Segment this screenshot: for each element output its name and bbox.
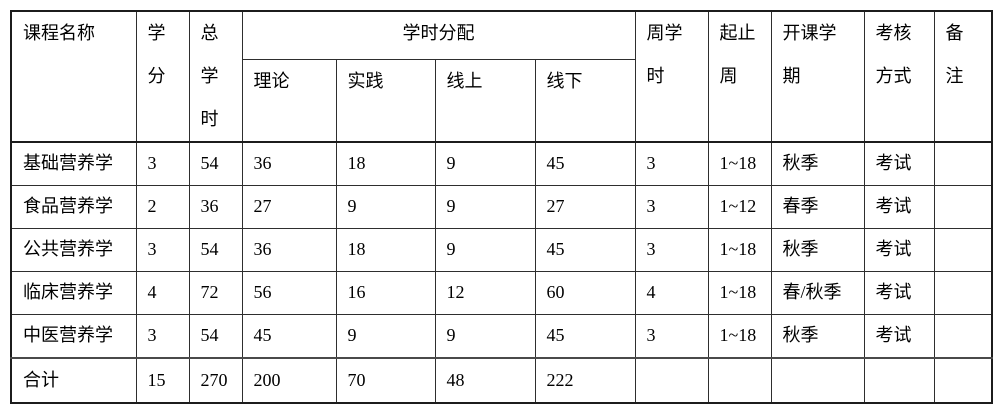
cell-course-name: 食品营养学 — [10, 185, 137, 229]
cell-online: 9 — [434, 141, 536, 186]
table-body: 基础营养学 3 54 36 18 9 45 3 1~18 秋季 考试 食品营养学… — [10, 141, 993, 404]
col-header-hours-allocation: 学时分配 — [241, 10, 636, 60]
cell-assessment: 考试 — [863, 185, 935, 229]
cell-assessment: 考试 — [863, 314, 935, 359]
cell-remarks — [933, 314, 993, 359]
cell-semester — [770, 357, 865, 404]
table-row: 食品营养学 2 36 27 9 9 27 3 1~12 春季 考试 — [10, 185, 993, 229]
cell-remarks — [933, 357, 993, 404]
cell-offline: 222 — [534, 357, 636, 404]
cell-online: 9 — [434, 314, 536, 359]
cell-weekly-hours: 3 — [634, 228, 709, 272]
cell-assessment: 考试 — [863, 141, 935, 186]
col-header-credits: 学 分 — [135, 10, 190, 143]
cell-total-hours: 54 — [188, 141, 243, 186]
table-row-total: 合计 15 270 200 70 48 222 — [10, 357, 993, 404]
cell-assessment: 考试 — [863, 271, 935, 315]
cell-start-end-weeks: 1~18 — [707, 271, 772, 315]
header-row-sub: 理论 实践 线上 线下 — [11, 58, 992, 143]
cell-offline: 27 — [534, 185, 636, 229]
cell-weekly-hours: 3 — [634, 141, 709, 186]
cell-start-end-weeks: 1~18 — [707, 314, 772, 359]
cell-total-label: 合计 — [10, 357, 137, 404]
cell-weekly-hours — [634, 357, 709, 404]
cell-total-hours: 54 — [188, 314, 243, 359]
col-header-practice: 实践 — [335, 58, 436, 143]
cell-credits: 4 — [135, 271, 190, 315]
cell-weekly-hours: 4 — [634, 271, 709, 315]
cell-assessment — [863, 357, 935, 404]
cell-theory: 27 — [241, 185, 337, 229]
cell-semester: 春季 — [770, 185, 865, 229]
cell-semester: 秋季 — [770, 314, 865, 359]
cell-online: 48 — [434, 357, 536, 404]
cell-course-name: 临床营养学 — [10, 271, 137, 315]
cell-total-hours: 36 — [188, 185, 243, 229]
cell-online: 12 — [434, 271, 536, 315]
table-row: 中医营养学 3 54 45 9 9 45 3 1~18 秋季 考试 — [10, 314, 993, 359]
cell-practice: 9 — [335, 314, 436, 359]
cell-remarks — [933, 185, 993, 229]
cell-credits: 3 — [135, 228, 190, 272]
cell-course-name: 公共营养学 — [10, 228, 137, 272]
cell-offline: 60 — [534, 271, 636, 315]
cell-semester: 秋季 — [770, 228, 865, 272]
cell-theory: 36 — [241, 228, 337, 272]
cell-credits: 15 — [135, 357, 190, 404]
cell-offline: 45 — [534, 314, 636, 359]
table-row: 临床营养学 4 72 56 16 12 60 4 1~18 春/秋季 考试 — [10, 271, 993, 315]
cell-semester: 秋季 — [770, 141, 865, 186]
cell-weekly-hours: 3 — [634, 314, 709, 359]
table-row: 基础营养学 3 54 36 18 9 45 3 1~18 秋季 考试 — [10, 141, 993, 186]
cell-offline: 45 — [534, 228, 636, 272]
cell-course-name: 中医营养学 — [10, 314, 137, 359]
cell-offline: 45 — [534, 141, 636, 186]
col-header-remarks: 备 注 — [933, 10, 993, 143]
cell-total-hours: 54 — [188, 228, 243, 272]
cell-semester: 春/秋季 — [770, 271, 865, 315]
cell-remarks — [933, 271, 993, 315]
cell-total-hours: 72 — [188, 271, 243, 315]
cell-credits: 3 — [135, 314, 190, 359]
cell-remarks — [933, 228, 993, 272]
cell-credits: 3 — [135, 141, 190, 186]
col-header-online: 线上 — [434, 58, 536, 143]
cell-theory: 56 — [241, 271, 337, 315]
cell-start-end-weeks: 1~18 — [707, 228, 772, 272]
cell-practice: 9 — [335, 185, 436, 229]
header-row-top: 课程名称 学 分 总 学 时 学时分配 周学 时 起止 周 开课学 期 考核 方… — [10, 10, 993, 143]
cell-practice: 16 — [335, 271, 436, 315]
col-header-assessment: 考核 方式 — [863, 10, 935, 143]
cell-practice: 70 — [335, 357, 436, 404]
col-header-semester: 开课学 期 — [770, 10, 865, 143]
cell-assessment: 考试 — [863, 228, 935, 272]
cell-theory: 45 — [241, 314, 337, 359]
course-hours-table: 课程名称 学 分 总 学 时 学时分配 周学 时 起止 周 开课学 期 考核 方… — [10, 10, 993, 404]
table-row: 公共营养学 3 54 36 18 9 45 3 1~18 秋季 考试 — [10, 228, 993, 272]
cell-online: 9 — [434, 228, 536, 272]
cell-practice: 18 — [335, 228, 436, 272]
cell-total-hours: 270 — [188, 357, 243, 404]
cell-remarks — [933, 141, 993, 186]
cell-theory: 36 — [241, 141, 337, 186]
col-header-total-hours: 总 学 时 — [188, 10, 243, 143]
cell-practice: 18 — [335, 141, 436, 186]
col-header-offline: 线下 — [534, 58, 636, 143]
col-header-weekly-hours: 周学 时 — [634, 10, 709, 143]
cell-online: 9 — [434, 185, 536, 229]
cell-credits: 2 — [135, 185, 190, 229]
cell-start-end-weeks: 1~12 — [707, 185, 772, 229]
col-header-course-name: 课程名称 — [10, 10, 137, 143]
cell-start-end-weeks — [707, 357, 772, 404]
cell-theory: 200 — [241, 357, 337, 404]
cell-course-name: 基础营养学 — [10, 141, 137, 186]
col-header-theory: 理论 — [241, 58, 337, 143]
cell-start-end-weeks: 1~18 — [707, 141, 772, 186]
cell-weekly-hours: 3 — [634, 185, 709, 229]
table-header: 课程名称 学 分 总 学 时 学时分配 周学 时 起止 周 开课学 期 考核 方… — [10, 10, 993, 143]
col-header-start-end-weeks: 起止 周 — [707, 10, 772, 143]
